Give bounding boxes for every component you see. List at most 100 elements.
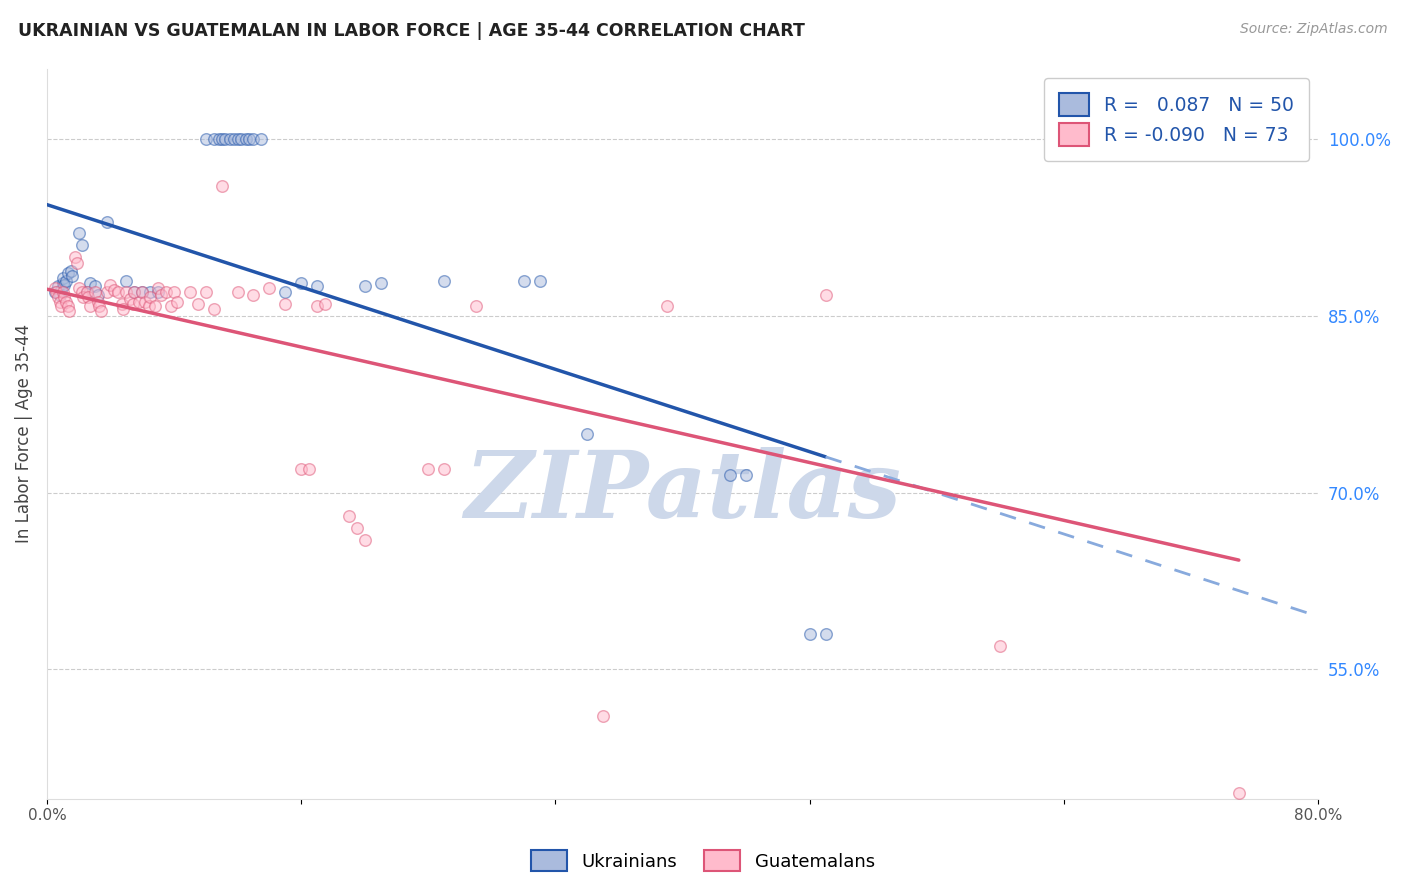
Point bbox=[337, 509, 360, 524]
Point bbox=[48, 294, 70, 309]
Point bbox=[44, 285, 66, 300]
Point bbox=[1227, 786, 1250, 800]
Point bbox=[83, 285, 105, 300]
Point bbox=[46, 290, 69, 304]
Point bbox=[290, 462, 312, 476]
Point bbox=[51, 300, 73, 314]
Point bbox=[307, 300, 329, 314]
Point bbox=[353, 279, 375, 293]
Point bbox=[121, 297, 143, 311]
Point bbox=[298, 462, 321, 476]
Point bbox=[226, 285, 249, 300]
Text: ZIPatlas: ZIPatlas bbox=[464, 447, 901, 537]
Point bbox=[87, 294, 110, 309]
Point bbox=[735, 467, 758, 482]
Point bbox=[370, 276, 392, 290]
Point bbox=[83, 279, 105, 293]
Legend: Ukrainians, Guatemalans: Ukrainians, Guatemalans bbox=[524, 843, 882, 879]
Point bbox=[160, 300, 183, 314]
Point bbox=[76, 285, 98, 300]
Point bbox=[242, 132, 264, 146]
Point bbox=[79, 276, 101, 290]
Point bbox=[96, 285, 118, 300]
Point bbox=[112, 301, 135, 316]
Point bbox=[274, 297, 297, 311]
Point bbox=[58, 304, 80, 318]
Point bbox=[55, 273, 77, 287]
Point bbox=[65, 250, 87, 264]
Text: UKRAINIAN VS GUATEMALAN IN LABOR FORCE | AGE 35-44 CORRELATION CHART: UKRAINIAN VS GUATEMALAN IN LABOR FORCE |… bbox=[18, 22, 806, 40]
Point bbox=[46, 279, 69, 293]
Point bbox=[146, 285, 169, 300]
Point bbox=[290, 276, 312, 290]
Point bbox=[67, 280, 90, 294]
Point bbox=[76, 285, 98, 300]
Point bbox=[242, 287, 264, 301]
Point bbox=[96, 214, 118, 228]
Point bbox=[139, 290, 162, 304]
Point bbox=[799, 627, 821, 641]
Point bbox=[77, 290, 100, 304]
Point bbox=[55, 294, 77, 309]
Point bbox=[194, 285, 217, 300]
Point bbox=[307, 279, 329, 293]
Point bbox=[87, 287, 110, 301]
Point bbox=[238, 132, 260, 146]
Point bbox=[89, 300, 111, 314]
Point bbox=[226, 132, 249, 146]
Point bbox=[53, 278, 76, 293]
Point bbox=[124, 285, 146, 300]
Point bbox=[115, 273, 138, 287]
Point bbox=[143, 300, 166, 314]
Point bbox=[259, 280, 281, 294]
Point bbox=[814, 627, 837, 641]
Point bbox=[353, 533, 375, 547]
Legend: R =   0.087   N = 50, R = -0.090   N = 73: R = 0.087 N = 50, R = -0.090 N = 73 bbox=[1045, 78, 1309, 161]
Point bbox=[194, 132, 217, 146]
Point bbox=[655, 300, 678, 314]
Point bbox=[90, 304, 112, 318]
Point bbox=[131, 285, 153, 300]
Point bbox=[1212, 132, 1234, 146]
Point bbox=[224, 132, 246, 146]
Point bbox=[52, 271, 75, 285]
Point bbox=[576, 426, 599, 441]
Point bbox=[110, 297, 132, 311]
Point bbox=[211, 132, 233, 146]
Point bbox=[139, 285, 162, 300]
Point bbox=[67, 227, 90, 241]
Point bbox=[60, 268, 83, 283]
Point bbox=[250, 132, 273, 146]
Point bbox=[592, 709, 614, 723]
Point bbox=[107, 285, 129, 300]
Point bbox=[346, 521, 368, 535]
Point bbox=[56, 300, 79, 314]
Point bbox=[433, 462, 456, 476]
Point bbox=[150, 287, 173, 301]
Point bbox=[70, 238, 93, 252]
Point bbox=[53, 290, 76, 304]
Point bbox=[229, 132, 252, 146]
Point bbox=[214, 132, 236, 146]
Point bbox=[512, 273, 534, 287]
Point bbox=[314, 297, 336, 311]
Point bbox=[115, 285, 138, 300]
Point bbox=[218, 132, 240, 146]
Text: Source: ZipAtlas.com: Source: ZipAtlas.com bbox=[1240, 22, 1388, 37]
Point bbox=[131, 285, 153, 300]
Point bbox=[718, 467, 741, 482]
Point bbox=[52, 285, 75, 300]
Point bbox=[118, 293, 141, 307]
Point bbox=[187, 297, 209, 311]
Point bbox=[44, 280, 66, 294]
Point bbox=[51, 283, 73, 297]
Point bbox=[433, 273, 456, 287]
Point bbox=[202, 301, 225, 316]
Point bbox=[179, 285, 201, 300]
Point bbox=[103, 283, 125, 297]
Point bbox=[79, 300, 101, 314]
Point bbox=[163, 285, 186, 300]
Point bbox=[465, 300, 488, 314]
Point bbox=[59, 264, 82, 278]
Y-axis label: In Labor Force | Age 35-44: In Labor Force | Age 35-44 bbox=[15, 324, 32, 543]
